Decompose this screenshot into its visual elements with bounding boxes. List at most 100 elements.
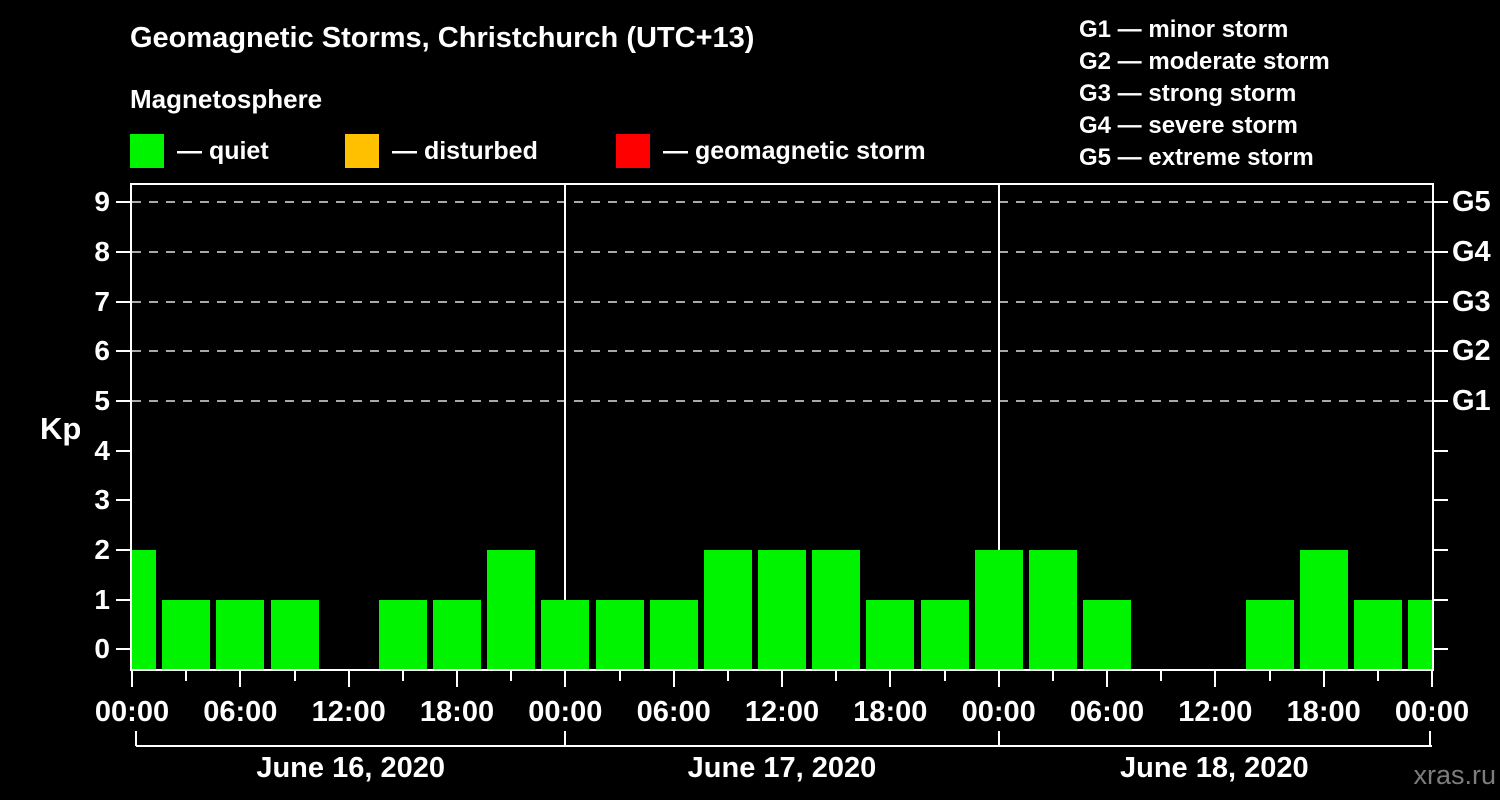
x-axis-major-tick — [347, 671, 350, 687]
x-axis-minor-tick — [1051, 671, 1054, 681]
date-bracket-line — [136, 745, 1432, 747]
x-axis-hour-label: 00:00 — [1394, 696, 1470, 728]
kp-bar — [920, 599, 969, 669]
y-axis-title: Kp — [40, 411, 82, 446]
storm-scale-g5: G5 — extreme storm — [1079, 144, 1314, 171]
x-axis-major-tick — [781, 671, 783, 687]
x-axis-minor-tick — [1376, 671, 1379, 681]
kp-bar — [1408, 599, 1432, 669]
legend-item-disturbed: — disturbed — [345, 134, 538, 168]
kp-bar — [1083, 599, 1131, 669]
storm-scale-g3: G3 — strong storm — [1079, 80, 1297, 107]
y-axis-label-0: 0 — [94, 633, 110, 665]
x-axis-hour-label: 12:00 — [311, 696, 386, 728]
x-axis-minor-tick — [185, 671, 188, 681]
y-axis-tick-left — [116, 449, 130, 452]
x-axis-hour-label: 06:00 — [1069, 696, 1145, 728]
kp-bar — [270, 599, 319, 669]
y-axis-tick-right — [1434, 598, 1448, 601]
y-axis-tick-left — [116, 251, 130, 253]
gridline-kp6 — [132, 350, 1432, 353]
y-axis-label-8: 8 — [94, 236, 110, 267]
y-axis-tick-right — [1434, 648, 1448, 651]
x-axis-minor-tick — [401, 671, 404, 681]
date-label: June 17, 2020 — [687, 752, 877, 784]
x-axis-major-tick — [997, 671, 1000, 687]
chart-title: Geomagnetic Storms, Christchurch (UTC+13… — [130, 22, 755, 54]
y-axis-tick-left — [116, 648, 130, 651]
disturbed-color-swatch — [345, 134, 379, 168]
x-axis-major-tick — [131, 671, 133, 687]
kp-bar — [216, 599, 265, 669]
x-axis-major-tick — [1106, 671, 1108, 687]
y-axis-label-6: 6 — [94, 335, 110, 367]
storm-scale-legend: G1 — minor storm G2 — moderate storm G3 … — [1079, 14, 1330, 174]
date-bracket-tick — [1429, 731, 1431, 746]
right-axis-label-g5: G5 — [1452, 186, 1491, 219]
legend-label-quiet: — quiet — [177, 136, 269, 165]
x-axis-hour-label: 18:00 — [419, 696, 495, 728]
y-axis-tick-left — [116, 350, 130, 353]
y-axis-tick-left — [116, 300, 130, 303]
kp-bar — [132, 549, 156, 669]
x-axis-minor-tick — [726, 671, 729, 681]
gridline-kp5 — [132, 399, 1432, 402]
kp-bar — [1299, 549, 1348, 669]
y-axis-tick-right — [1434, 201, 1448, 204]
x-axis-minor-tick — [618, 671, 621, 681]
legend-label-disturbed: — disturbed — [392, 136, 538, 165]
kp-bar — [649, 599, 698, 669]
kp-bar — [487, 549, 536, 669]
kp-bar — [378, 599, 427, 669]
x-axis-hour-label: 00:00 — [528, 696, 603, 728]
right-axis-label-g3: G3 — [1452, 285, 1491, 318]
y-axis-tick-left — [116, 201, 130, 204]
legend-item-geomagnetic-storm: — geomagnetic storm — [616, 134, 926, 168]
kp-bar — [595, 599, 644, 669]
x-axis-major-tick — [1322, 671, 1325, 687]
watermark: xras.ru — [1413, 760, 1496, 790]
date-bracket-tick — [564, 731, 567, 746]
y-axis-label-3: 3 — [94, 484, 110, 516]
y-axis-tick-left — [116, 548, 130, 551]
storm-scale-g4: G4 — severe storm — [1079, 112, 1298, 139]
storm-scale-g1: G1 — minor storm — [1079, 16, 1289, 43]
x-axis-major-tick — [564, 671, 567, 687]
date-label: June 16, 2020 — [256, 752, 445, 784]
y-axis-tick-left — [116, 399, 130, 402]
kp-bar — [162, 599, 211, 669]
storm-scale-g2: G2 — moderate storm — [1079, 48, 1330, 75]
y-axis-label-7: 7 — [94, 285, 110, 317]
y-axis-tick-right — [1434, 251, 1448, 253]
x-axis-minor-tick — [835, 671, 838, 681]
x-axis-hour-label: 18:00 — [853, 696, 928, 728]
x-axis-hour-label: 00:00 — [94, 696, 170, 728]
date-bracket-tick — [135, 731, 137, 746]
x-axis-major-tick — [1431, 671, 1433, 687]
x-axis-hour-label: 18:00 — [1286, 696, 1361, 728]
y-axis-tick-right — [1434, 350, 1448, 353]
x-axis-major-tick — [239, 671, 242, 687]
kp-bar — [1353, 599, 1402, 669]
x-axis-minor-tick — [293, 671, 296, 681]
chart-subtitle: Magnetosphere — [130, 84, 323, 114]
day-boundary-line — [564, 185, 567, 669]
y-axis-tick-left — [116, 598, 130, 601]
kp-bar — [1028, 549, 1077, 669]
y-axis-tick-left — [116, 499, 130, 502]
gridline-kp9 — [132, 201, 1432, 204]
x-axis-major-tick — [889, 671, 892, 687]
y-axis-tick-right — [1434, 499, 1448, 502]
right-axis-label-g1: G1 — [1452, 384, 1491, 417]
right-axis-label-g2: G2 — [1452, 335, 1491, 368]
x-axis-hour-label: 00:00 — [961, 696, 1036, 728]
kp-bar — [1245, 599, 1294, 669]
kp-bar — [433, 599, 481, 669]
x-axis-minor-tick — [943, 671, 946, 681]
x-axis-minor-tick — [1268, 671, 1271, 681]
x-axis-minor-tick — [1160, 671, 1163, 681]
right-axis-label-g4: G4 — [1452, 236, 1491, 268]
geomagnetic-storm-color-swatch — [616, 134, 650, 168]
kp-bar — [758, 549, 806, 669]
y-axis-label-9: 9 — [94, 186, 110, 218]
